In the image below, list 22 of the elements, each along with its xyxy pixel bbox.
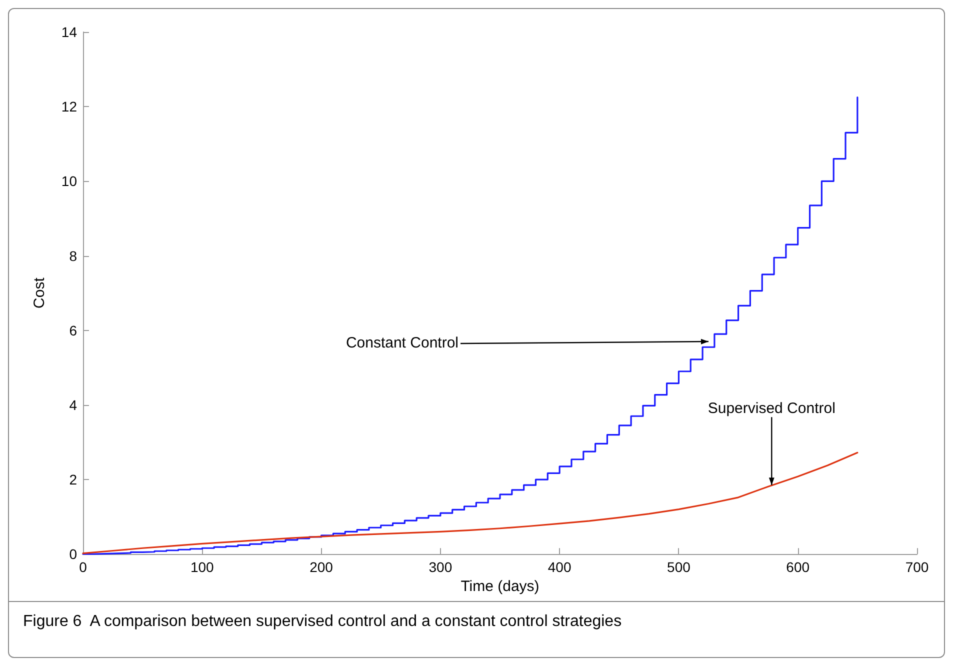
x-tick-label: 100 [190,559,214,576]
y-axis-title: Cost [31,276,48,308]
line-series [82,452,858,554]
x-tick-label: 300 [428,559,452,576]
x-tick-label: 700 [905,559,929,576]
y-tick-label: 14 [61,24,78,40]
x-tick-label: 500 [667,559,691,576]
x-tick-label: 600 [786,559,810,576]
y-tick-label: 10 [61,173,78,190]
y-tick-label: 4 [69,396,78,413]
annotation: Supervised Control [708,400,836,418]
y-tick-label: 8 [69,248,78,264]
x-axis-title: Time (days) [460,578,540,595]
y-tick-label: 6 [69,322,78,338]
y-tick-label: 2 [69,472,78,488]
y-tick-label: 0 [69,546,78,562]
caption: Figure 6 A comparison between supervised control and a constant control strategies [23,613,622,631]
y-tick-label: 12 [61,98,78,115]
x-tick-label: 200 [310,559,334,576]
x-tick-label: 0 [79,559,88,576]
annotation: Constant Control [346,334,458,352]
x-tick-label: 400 [548,559,572,576]
